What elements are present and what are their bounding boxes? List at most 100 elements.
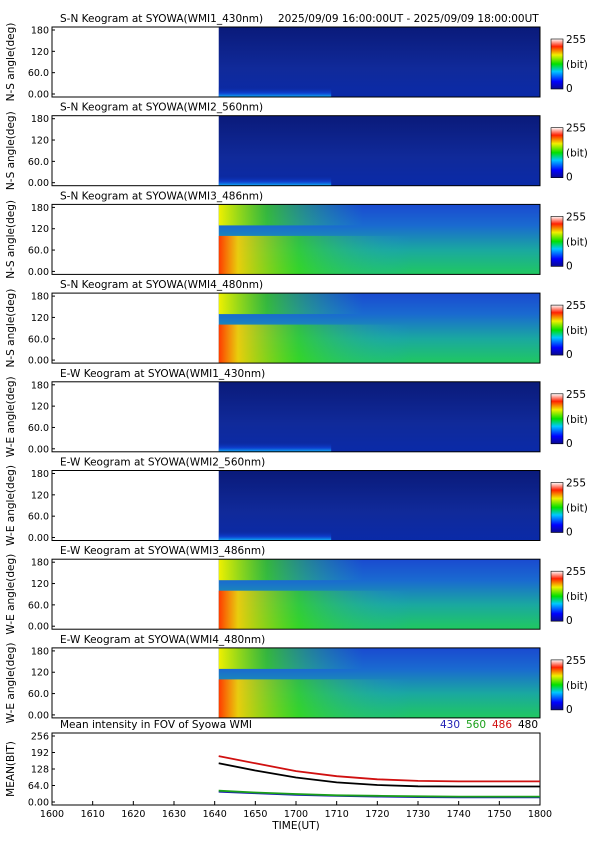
colorbar-min-label: 0	[566, 704, 573, 716]
colorbar-min-label: 0	[566, 349, 573, 361]
y-tick-label: 120	[31, 224, 49, 235]
y-tick-label: 180	[31, 26, 49, 37]
colorbar	[550, 570, 564, 622]
y-tick-label: 128	[31, 765, 49, 776]
y-axis-label: N-S angle(deg)	[5, 200, 17, 279]
no-data-region	[52, 559, 219, 630]
y-tick-label: 180	[31, 469, 49, 480]
x-tick-label: 1650	[243, 809, 267, 820]
x-tick-label: 1600	[40, 809, 64, 820]
x-axis-label: TIME(UT)	[271, 820, 320, 832]
y-tick-label: 0.00	[28, 622, 49, 633]
y-tick-label: 0.00	[28, 444, 49, 455]
colorbar-min-label: 0	[566, 615, 573, 627]
colorbar-max-label: 255	[566, 123, 586, 135]
y-tick-label: 180	[31, 380, 49, 391]
legend-entry: 486	[492, 719, 512, 731]
panel-frame	[51, 381, 541, 453]
keogram-panel: S-N Keogram at SYOWA(WMI4_480nm) 180 120 60…	[5, 279, 588, 367]
keogram-panel: S-N Keogram at SYOWA(WMI1_430nm) 2025/09/…	[5, 13, 588, 101]
y-tick-label: 180	[31, 646, 49, 657]
bright-region	[218, 423, 332, 452]
y-tick-label: 0.00	[28, 267, 49, 278]
keogram-panel: S-N Keogram at SYOWA(WMI2_560nm) 180 120 60…	[5, 102, 588, 190]
colorbar	[550, 38, 564, 90]
x-tick-label: 1800	[528, 809, 552, 820]
y-axis-label: N-S angle(deg)	[5, 111, 17, 190]
panel-frame	[51, 470, 541, 541]
panel-frame	[51, 115, 541, 187]
y-tick-label: 60.0	[28, 157, 49, 168]
keogram-panel: E-W Keogram at SYOWA(WMI2_560nm) 180 120 60…	[5, 457, 588, 546]
panel-title: S-N Keogram at SYOWA(WMI4_480nm)	[60, 279, 263, 291]
x-tick-label: 1630	[162, 809, 186, 820]
x-tick-label: 1640	[203, 809, 227, 820]
bright-region	[218, 679, 540, 718]
y-axis-label: W-E angle(deg)	[5, 554, 17, 635]
y-tick-label: 256	[31, 732, 49, 743]
colorbar-unit-label: (bit)	[566, 325, 588, 337]
y-axis-label: MEAN(BIT)	[5, 741, 17, 797]
colorbar-max-label: 255	[566, 34, 586, 46]
keogram-panel: E-W Keogram at SYOWA(WMI1_430nm) 180 120 60…	[5, 368, 588, 457]
y-tick-label: 120	[31, 579, 49, 590]
x-tick-label: 1610	[81, 809, 105, 820]
colorbar-min-label: 0	[566, 438, 573, 450]
y-tick-label: 60.0	[28, 334, 49, 345]
y-tick-label: 60.0	[28, 423, 49, 434]
panel-title: E-W Keogram at SYOWA(WMI2_560nm)	[60, 457, 265, 469]
y-tick-label: 60.0	[28, 246, 49, 257]
x-tick-label: 1700	[284, 809, 308, 820]
colorbar-unit-label: (bit)	[566, 236, 588, 248]
colorbar-unit-label: (bit)	[566, 59, 588, 71]
colorbar	[550, 216, 564, 267]
bright-region	[218, 204, 540, 226]
y-axis-label: N-S angle(deg)	[5, 23, 17, 102]
x-tick-label: 1740	[447, 809, 471, 820]
panel-title: E-W Keogram at SYOWA(WMI4_480nm)	[60, 634, 265, 646]
bright-region	[218, 324, 540, 364]
y-tick-label: 180	[31, 114, 49, 125]
no-data-region	[52, 115, 219, 186]
y-tick-label: 120	[31, 402, 49, 413]
colorbar-unit-label: (bit)	[566, 148, 588, 160]
colorbar-max-label: 255	[566, 478, 586, 490]
no-data-region	[52, 647, 219, 718]
y-tick-label: 120	[31, 668, 49, 679]
bright-region	[218, 293, 540, 315]
colorbar-min-label: 0	[566, 527, 573, 539]
y-tick-label: 0.00	[28, 798, 49, 809]
y-tick-label: 120	[31, 47, 49, 58]
bright-region	[218, 647, 540, 669]
panel-title: S-N Keogram at SYOWA(WMI3_486nm)	[60, 190, 263, 202]
bright-region	[218, 559, 540, 581]
keogram-panel: S-N Keogram at SYOWA(WMI3_486nm) 180 120 60…	[5, 190, 588, 278]
y-tick-label: 60.0	[28, 68, 49, 79]
bright-region	[218, 590, 540, 630]
colorbar-max-label: 255	[566, 389, 586, 401]
lineplot-frame	[51, 732, 541, 806]
colorbar-min-label: 0	[566, 172, 573, 184]
y-tick-label: 120	[31, 136, 49, 147]
colorbar	[550, 393, 564, 445]
colorbar-max-label: 255	[566, 211, 586, 223]
y-axis-label: W-E angle(deg)	[5, 465, 17, 546]
y-axis-label: N-S angle(deg)	[5, 289, 17, 368]
y-axis-label: W-E angle(deg)	[5, 376, 17, 457]
bright-region	[218, 69, 332, 97]
lineplot-title: Mean intensity in FOV of Syowa WMI	[60, 719, 252, 731]
bright-region	[218, 157, 332, 186]
y-tick-label: 180	[31, 203, 49, 214]
x-tick-label: 1710	[325, 809, 349, 820]
y-tick-label: 0.00	[28, 90, 49, 101]
x-tick-label: 1750	[487, 809, 511, 820]
bright-region	[218, 235, 540, 275]
colorbar-min-label: 0	[566, 83, 573, 95]
panel-title: E-W Keogram at SYOWA(WMI3_486nm)	[60, 545, 265, 557]
y-tick-label: 120	[31, 313, 49, 324]
legend-entry: 560	[466, 719, 486, 731]
no-data-region	[52, 27, 219, 97]
panel-frame	[51, 203, 541, 275]
y-tick-label: 0.00	[28, 356, 49, 367]
